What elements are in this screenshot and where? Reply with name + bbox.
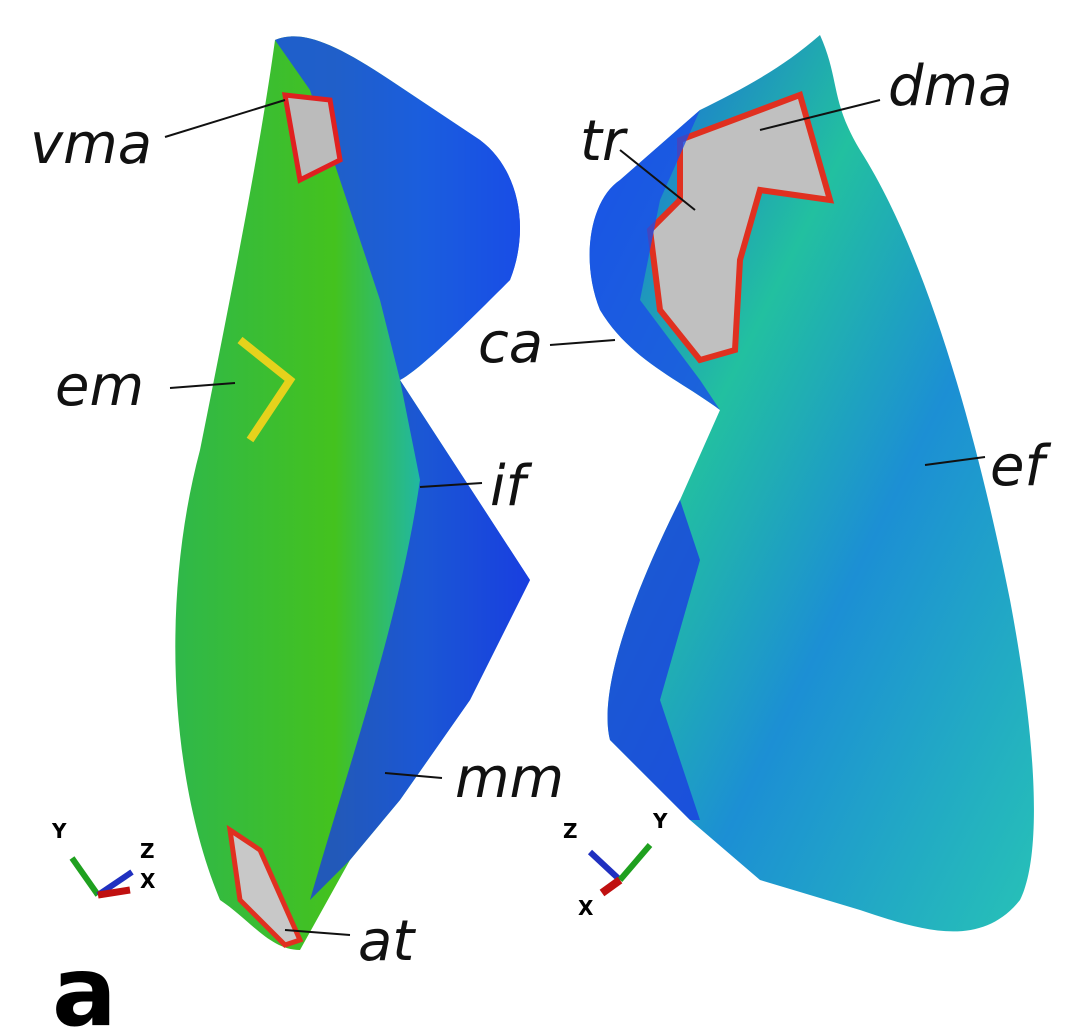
label: if [490,454,533,519]
axis-label: Z [140,839,155,863]
left-triad: Y Z X [51,819,156,895]
label: tr [580,109,628,174]
label: mm [455,746,564,811]
label: ca [478,311,543,376]
panel-label: a [52,936,117,1031]
axis-label: Y [652,809,668,833]
axis-label: X [578,896,594,920]
label: em [55,354,144,419]
axis-label: Y [51,819,67,843]
axis-label: X [140,869,156,893]
right-triad: Z Y X [563,809,668,920]
label: vma [30,112,152,177]
label: ef [990,434,1051,499]
figure: vma em if mm at tr dma ca ef Y Z X Z Y X… [0,0,1073,1031]
label: at [358,909,416,974]
left-mandible [175,36,530,950]
axis-label: Z [563,819,578,843]
label: dma [888,54,1012,119]
right-mandible [590,35,1034,931]
